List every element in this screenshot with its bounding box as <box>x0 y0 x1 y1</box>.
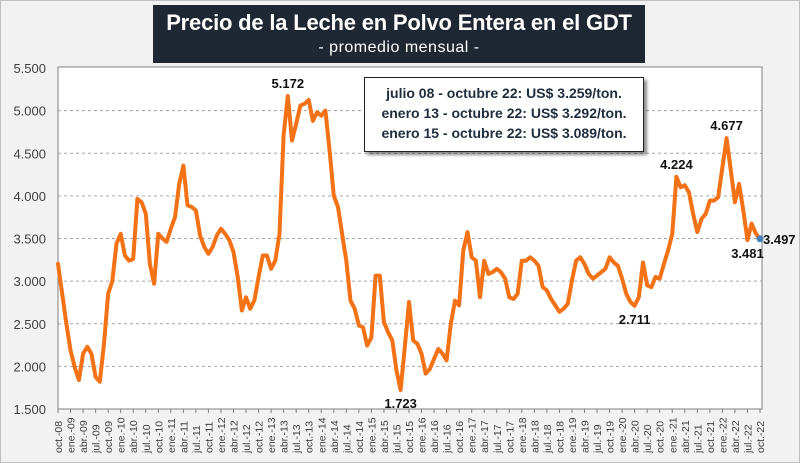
x-tick-label: oct.-13 <box>304 421 316 453</box>
y-tick-label: 5.000 <box>13 104 46 119</box>
x-tick-label: oct.-22 <box>755 421 767 453</box>
x-tick-label: oct.-19 <box>605 421 617 453</box>
x-tick-label: abr.-19 <box>580 420 592 453</box>
x-tick-label: abr.-22 <box>730 420 742 453</box>
x-tick-label: abr.-10 <box>128 420 140 453</box>
x-tick-label: abr.-11 <box>178 421 190 453</box>
price-series-line <box>56 94 762 392</box>
chart-subtitle: - promedio mensual - <box>318 39 480 56</box>
chart-title: Precio de la Leche en Polvo Entera en el… <box>166 10 632 35</box>
data-label: 1.723 <box>384 396 417 411</box>
x-tick-label: abr.-14 <box>329 420 341 453</box>
title-banner: Precio de la Leche en Polvo Entera en el… <box>153 5 645 63</box>
x-tick-label: ene.-12 <box>216 417 228 453</box>
y-tick-label: 2.500 <box>13 317 46 332</box>
y-tick-label: 3.000 <box>13 274 46 289</box>
x-tick-label: oct.-11 <box>203 422 215 453</box>
x-tick-label: jul.-09 <box>91 424 103 454</box>
x-tick-label: oct.-16 <box>454 421 466 453</box>
x-tick-label: jul.-12 <box>241 424 253 454</box>
x-tick-label: oct.-15 <box>404 421 416 453</box>
data-label: 3.481 <box>731 246 764 261</box>
x-tick-label: abr.-15 <box>379 420 391 453</box>
x-tick-label: jul.-19 <box>592 424 604 454</box>
x-tick-label: ene.-22 <box>717 417 729 453</box>
data-label: 4.677 <box>710 118 743 133</box>
x-tick-label: ene.-16 <box>417 417 429 453</box>
x-tick-label: ene.-18 <box>517 417 529 453</box>
x-tick-label: jul.-13 <box>291 424 303 454</box>
x-tick-label: ene.-14 <box>316 417 328 453</box>
y-tick-label: 4.500 <box>13 146 46 161</box>
x-tick-label: oct.-14 <box>354 421 366 453</box>
x-tick-label: ene.-15 <box>366 417 378 453</box>
x-tick-label: abr.-09 <box>78 420 90 453</box>
x-tick-label: oct.-17 <box>504 421 516 453</box>
x-tick-label: jul.-16 <box>442 424 454 454</box>
x-tick-label: jul.-21 <box>692 424 704 454</box>
x-tick-label: jul.-10 <box>141 424 153 454</box>
x-tick-label: ene.-17 <box>467 417 479 453</box>
x-tick-label: abr.-13 <box>279 420 291 453</box>
x-tick-label: jul.-14 <box>341 424 353 454</box>
data-label: 4.224 <box>660 157 693 172</box>
x-tick-label: jul.-15 <box>391 424 403 454</box>
x-tick-label: oct.-20 <box>655 421 667 453</box>
x-tick-label: ene.-09 <box>66 417 78 453</box>
x-tick-label: ene.-19 <box>567 417 579 453</box>
x-tick-label: jul.-11 <box>191 425 203 454</box>
last-point-marker <box>756 235 764 243</box>
x-tick-label: abr.-20 <box>630 420 642 453</box>
x-tick-label: abr.-21 <box>680 420 692 453</box>
data-label: 3.497 <box>763 232 796 247</box>
average-summary-box: julio 08 - octubre 22: US$ 3.259/ton. en… <box>364 77 644 152</box>
x-tick-label: oct.-08 <box>53 421 65 453</box>
y-tick-label: 1.500 <box>13 402 46 417</box>
average-line-3: enero 15 - octubre 22: US$ 3.089/ton. <box>381 125 627 141</box>
y-tick-label: 5.500 <box>13 61 46 76</box>
y-tick-label: 4.000 <box>13 189 46 204</box>
x-tick-label: oct.-21 <box>705 421 717 453</box>
average-line-1: julio 08 - octubre 22: US$ 3.259/ton. <box>386 85 622 101</box>
x-tick-label: ene.-21 <box>667 417 679 453</box>
x-tick-label: ene.-11 <box>166 418 178 453</box>
y-tick-label: 2.000 <box>13 359 46 374</box>
data-label: 5.172 <box>272 76 305 91</box>
y-tick-label: 3.500 <box>13 232 46 247</box>
x-tick-label: jul.-20 <box>642 424 654 454</box>
x-tick-label: abr.-17 <box>479 420 491 453</box>
x-tick-label: jul.-17 <box>492 424 504 454</box>
x-tick-label: ene.-13 <box>266 417 278 453</box>
data-label: 2.711 <box>619 312 651 327</box>
x-tick-label: abr.-16 <box>429 420 441 453</box>
x-tick-label: ene.-20 <box>617 417 629 453</box>
average-line-2: enero 13 - octubre 22: US$ 3.292/ton. <box>381 105 627 121</box>
x-tick-label: abr.-12 <box>229 420 241 453</box>
x-tick-label: jul.-22 <box>742 424 754 454</box>
x-tick-label: oct.-12 <box>254 421 266 453</box>
x-tick-label: abr.-18 <box>529 420 541 453</box>
x-tick-label: oct.-10 <box>153 421 165 453</box>
x-tick-label: ene.-10 <box>116 417 128 453</box>
x-tick-label: jul.-18 <box>542 424 554 454</box>
x-tick-label: oct.-18 <box>554 421 566 453</box>
x-tick-label: oct.-09 <box>103 421 115 453</box>
